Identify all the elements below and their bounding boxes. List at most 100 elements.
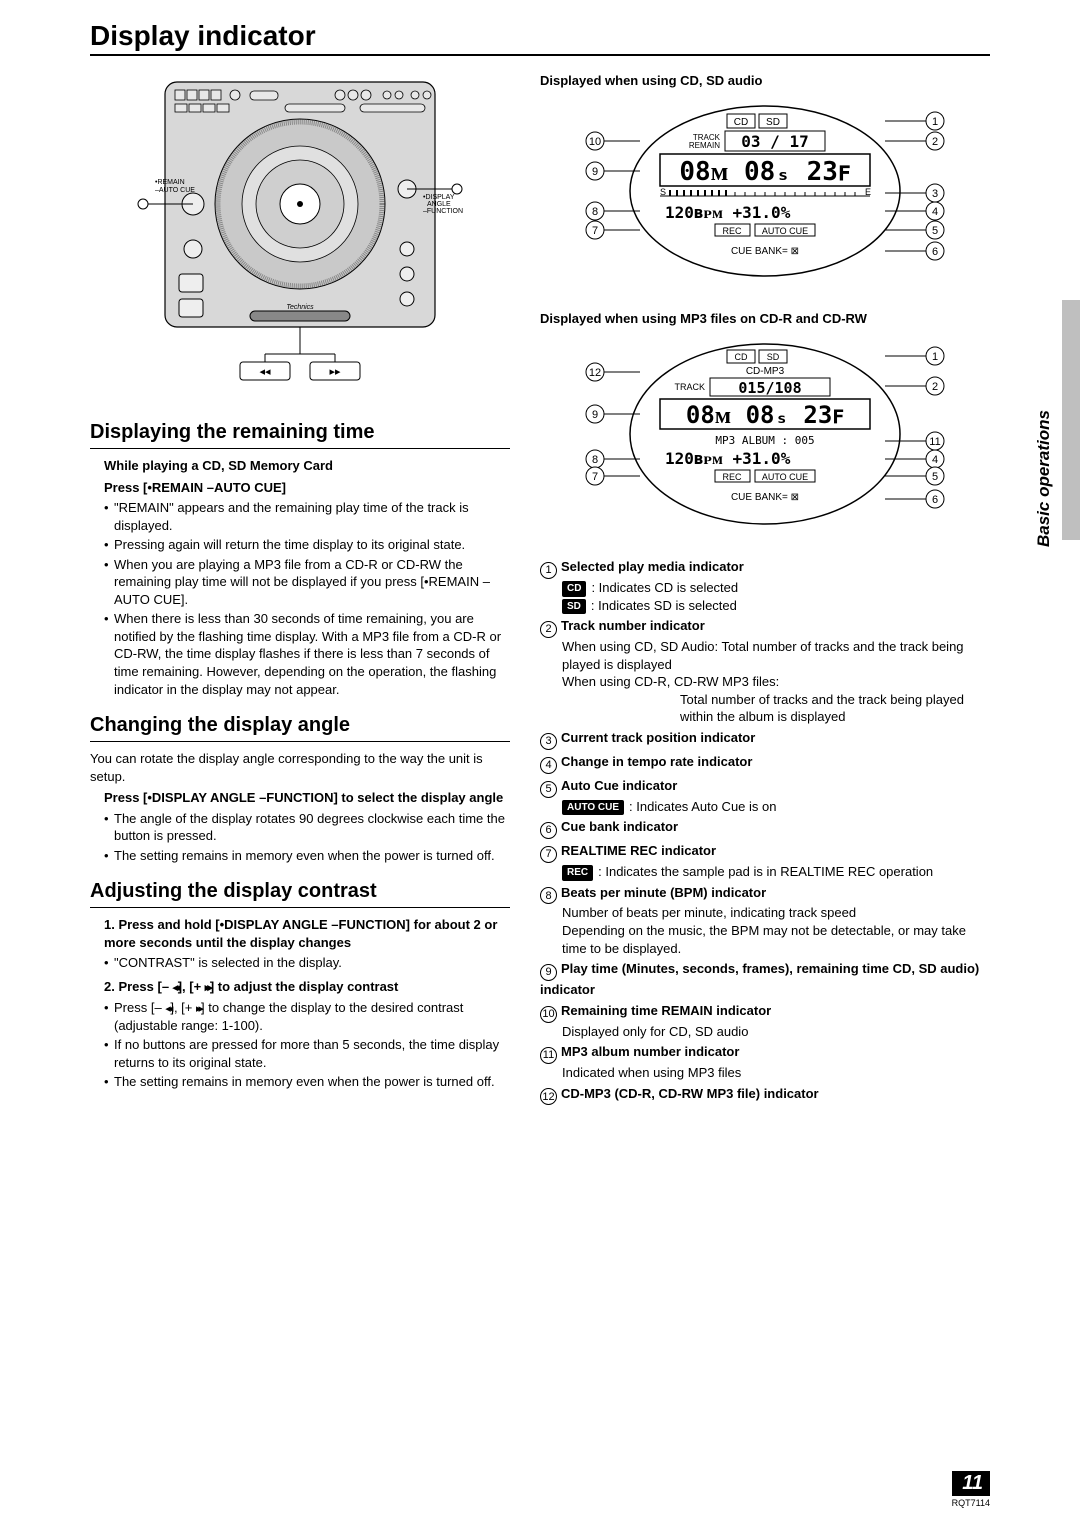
indicator-desc: CD: Indicates CD is selected (562, 579, 990, 597)
svg-text:9: 9 (592, 409, 598, 421)
remaining-lead2: Press [•REMAIN –AUTO CUE] (104, 479, 510, 497)
svg-text:10: 10 (589, 136, 601, 148)
svg-text:REC: REC (722, 226, 742, 236)
svg-text:120ʙᴘᴍ +31.0%: 120ʙᴘᴍ +31.0% (665, 449, 791, 468)
indicator-item: 5Auto Cue indicatorAUTO CUE: Indicates A… (540, 777, 990, 815)
b2c: The setting remains in memory even when … (104, 1073, 510, 1091)
display-diagram-mp3: CD SD CD-MP3 TRACK 015/108 08ᴍ 08ₛ 23ꜰ M… (565, 334, 965, 539)
indicator-head: MP3 album number indicator (561, 1044, 739, 1059)
display-lbl: •DISPLAY (423, 194, 455, 201)
circled-number: 8 (540, 887, 557, 904)
angle-bullets: The angle of the display rotates 90 degr… (104, 810, 510, 865)
indicator-head: Remaining time REMAIN indicator (561, 1003, 771, 1018)
indicator-item: 8Beats per minute (BPM) indicatorNumber … (540, 884, 990, 958)
svg-text:03 / 17: 03 / 17 (741, 132, 808, 151)
doc-code: RQT7114 (952, 1498, 990, 1508)
svg-text:120ʙᴘᴍ +31.0%: 120ʙᴘᴍ +31.0% (665, 203, 791, 222)
svg-text:▸▸: ▸▸ (329, 366, 341, 378)
indicator-head: Cue bank indicator (561, 819, 678, 834)
svg-text:MP3 ALBUM : 005: MP3 ALBUM : 005 (715, 434, 814, 447)
badge-icon: AUTO CUE (562, 800, 624, 816)
turntable-illustration: Technics •REMAIN –AUTO CUE •DISPLAY ANGL… (135, 74, 465, 394)
b2b: If no buttons are pressed for more than … (104, 1036, 510, 1071)
svg-text:3: 3 (932, 188, 938, 200)
circled-number: 11 (540, 1047, 557, 1064)
right-column: Displayed when using CD, SD audio CD SD … (540, 66, 990, 1107)
indicator-item: 4Change in tempo rate indicator (540, 753, 990, 774)
circled-number: 10 (540, 1006, 557, 1023)
indicator-head: Current track position indicator (561, 730, 755, 745)
indicator-item: 10 Remaining time REMAIN indicator Display… (540, 1002, 990, 1040)
svg-text:6: 6 (932, 494, 938, 506)
svg-text:TRACK: TRACK (674, 382, 705, 392)
svg-text:08ᴍ 08ₛ 23ꜰ: 08ᴍ 08ₛ 23ꜰ (686, 401, 844, 429)
svg-text:4: 4 (932, 206, 938, 218)
svg-text:SD: SD (767, 352, 780, 362)
circled-number: 12 (540, 1088, 557, 1105)
badge-icon: REC (562, 865, 593, 881)
autocue-label: –AUTO CUE (155, 187, 195, 194)
right-head-2: Displayed when using MP3 files on CD-R a… (540, 310, 990, 328)
contrast-step1: 1. Press and hold [•DISPLAY ANGLE –FUNCT… (104, 916, 510, 951)
svg-text:5: 5 (932, 225, 938, 237)
side-stripe (1062, 300, 1080, 540)
s2m: ], [+ (178, 979, 205, 994)
svg-text:S: S (660, 187, 666, 197)
circled-number: 2 (540, 621, 557, 638)
svg-text:REC: REC (722, 472, 742, 482)
angle-lead: Press [•DISPLAY ANGLE –FUNCTION] to sele… (104, 789, 510, 807)
heading-display-angle: Changing the display angle (90, 712, 510, 742)
angle-intro: You can rotate the display angle corresp… (90, 750, 510, 785)
indicator-desc: Total number of tracks and the track bei… (680, 691, 990, 726)
indicator-item: 11MP3 album number indicatorIndicated wh… (540, 1043, 990, 1081)
remaining-bullets: "REMAIN" appears and the remaining play … (104, 499, 510, 698)
indicator-desc: When using CD-R, CD-RW MP3 files: (562, 673, 990, 691)
page-number: 11 (952, 1471, 990, 1496)
svg-text:9: 9 (592, 166, 598, 178)
svg-text:7: 7 (592, 225, 598, 237)
svg-text:CD-MP3: CD-MP3 (746, 366, 785, 377)
svg-text:5: 5 (932, 471, 938, 483)
svg-text:6: 6 (932, 246, 938, 258)
svg-text:8: 8 (592, 206, 598, 218)
b2a: Press [– ], [+ ] to change the display t… (104, 999, 510, 1034)
circled-number: 1 (540, 562, 557, 579)
indicator-desc: Displayed only for CD, SD audio (562, 1023, 990, 1041)
contrast-b2: Press [– ], [+ ] to change the display t… (104, 999, 510, 1091)
indicator-item: 12 CD-MP3 (CD-R, CD-RW MP3 file) indicato… (540, 1085, 990, 1106)
right-head-1: Displayed when using CD, SD audio (540, 72, 990, 90)
indicator-head: Auto Cue indicator (561, 778, 677, 793)
indicator-desc: Depending on the music, the BPM may not … (562, 922, 990, 957)
indicator-item: 2Track number indicatorWhen using CD, SD… (540, 617, 990, 726)
svg-text:7: 7 (592, 471, 598, 483)
brand-label: Technics (286, 304, 314, 311)
indicator-desc: SD: Indicates SD is selected (562, 597, 990, 615)
svg-text:CD: CD (734, 117, 748, 128)
badge-icon: SD (562, 599, 586, 615)
svg-text:CUE BANK= ⊠: CUE BANK= ⊠ (731, 492, 799, 503)
indicator-item: 7REALTIME REC indicatorREC: Indicates th… (540, 842, 990, 880)
remaining-lead1: While playing a CD, SD Memory Card (104, 457, 510, 475)
circled-number: 5 (540, 781, 557, 798)
svg-text:CUE BANK= ⊠: CUE BANK= ⊠ (731, 246, 799, 257)
svg-text:1: 1 (932, 116, 938, 128)
list-item: "REMAIN" appears and the remaining play … (104, 499, 510, 534)
two-column-layout: Technics •REMAIN –AUTO CUE •DISPLAY ANGL… (90, 66, 990, 1107)
list-item: When there is less than 30 seconds of ti… (104, 610, 510, 698)
svg-text:11: 11 (929, 436, 940, 448)
badge-icon: CD (562, 581, 586, 597)
side-tab-basic-operations: Basic operations (1034, 410, 1054, 547)
list-item: "CONTRAST" is selected in the display. (104, 954, 510, 972)
list-item: Pressing again will return the time disp… (104, 536, 510, 554)
indicator-head: CD-MP3 (CD-R, CD-RW MP3 file) indicator (561, 1086, 819, 1101)
svg-text:08ᴍ 08ₛ 23ꜰ: 08ᴍ 08ₛ 23ꜰ (679, 157, 850, 187)
page-number-block: 11 RQT7114 (952, 1471, 990, 1508)
contrast-b1: "CONTRAST" is selected in the display. (104, 954, 510, 972)
svg-text:8: 8 (592, 454, 598, 466)
indicator-item: 6Cue bank indicator (540, 818, 990, 839)
angle-lbl: ANGLE (427, 201, 451, 208)
heading-remaining-time: Displaying the remaining time (90, 419, 510, 449)
indicator-head: REALTIME REC indicator (561, 843, 716, 858)
indicator-item: 3Current track position indicator (540, 729, 990, 750)
svg-text:SD: SD (766, 117, 780, 128)
